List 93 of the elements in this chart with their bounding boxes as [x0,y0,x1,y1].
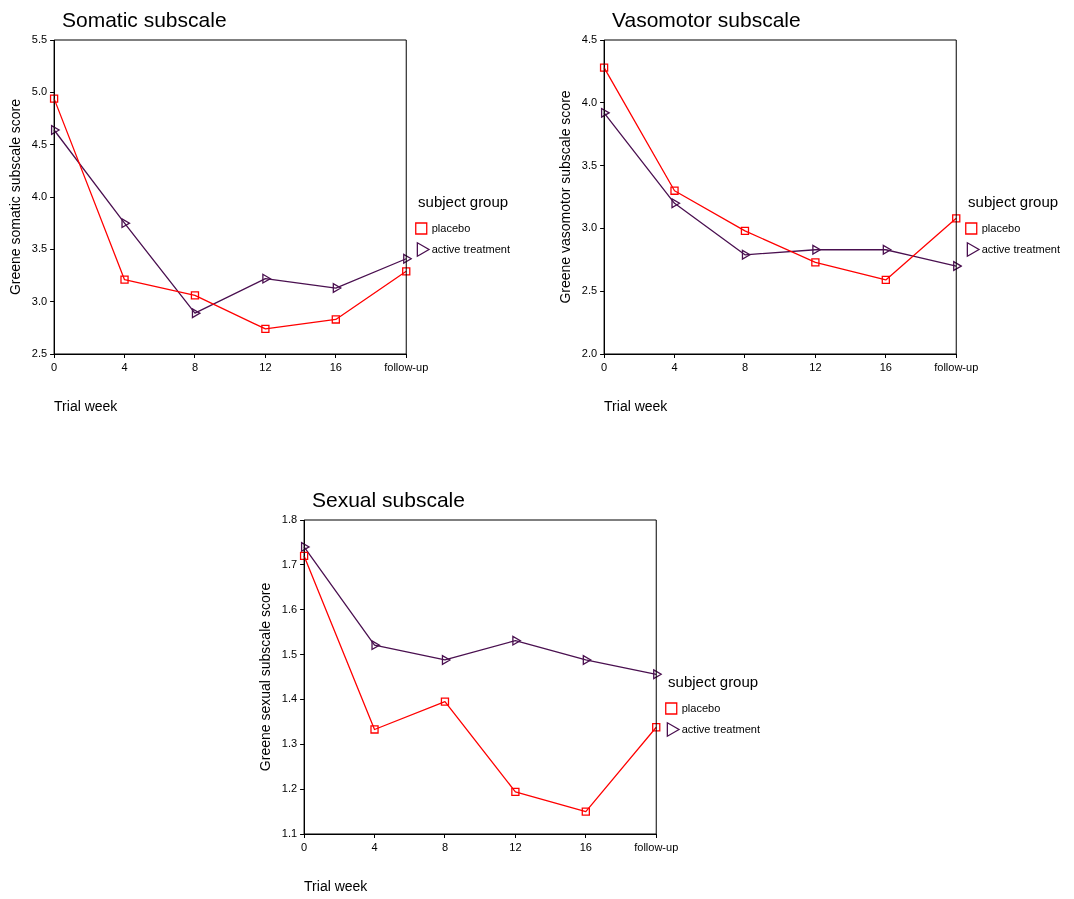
legend-title: subject group [668,672,759,690]
point [881,275,890,285]
x-axis-title: Trial week [304,878,369,895]
point [512,635,522,646]
chart-title: Vasomotor subscale [612,8,801,32]
point [262,273,272,284]
point [190,291,200,300]
point [652,723,661,732]
y-tick-label: 3.5 [581,158,598,171]
x-tick-label: 16 [329,360,342,373]
y-tick-label: 4.0 [581,95,598,108]
legend-label: active treatment [981,242,1061,255]
legend-title: subject group [968,192,1059,210]
point [599,63,609,72]
legend-label: placebo [431,221,471,234]
y-tick-label: 1.7 [281,557,298,570]
x-tick-label: 0 [301,840,308,853]
y-axis-title: Greene vasomotor subscale score [557,90,574,304]
point [332,283,342,294]
legend-label: placebo [681,701,721,714]
point [582,654,592,665]
legend-label: active treatment [681,722,761,735]
point [371,640,381,651]
point [952,214,961,223]
y-tick-label: 2.0 [581,347,598,360]
point [299,551,309,561]
point [261,324,270,334]
x-axis-title: Trial week [54,398,119,415]
point [812,244,822,255]
point [670,186,679,195]
y-tick-label: 3.0 [581,221,598,234]
point [403,253,412,264]
chart-title: Sexual subscale [312,488,465,512]
point [120,275,129,284]
y-axis-title: Greene somatic subscale score [7,98,24,296]
point [331,315,340,324]
point [440,697,450,706]
y-tick-label: 2.5 [581,284,598,297]
point [121,218,131,229]
point [581,807,590,816]
legend-label: placebo [981,221,1021,234]
y-tick-label: 4.5 [31,137,48,150]
point [882,244,892,255]
x-tick-label: 8 [741,360,749,373]
y-tick-label: 4.0 [31,190,48,203]
x-tick-label: 0 [51,360,58,373]
point [50,125,60,135]
x-tick-label: follow-up [384,360,429,373]
x-tick-label: 12 [259,360,272,373]
x-tick-label: follow-up [634,840,679,853]
y-tick-label: 1.8 [281,513,298,526]
x-tick-label: 8 [441,840,449,853]
point [671,198,681,209]
point [811,258,820,267]
point [49,94,59,103]
point [191,308,201,319]
y-axis-title: Greene sexual subscale score [257,582,274,772]
x-tick-label: 12 [809,360,822,373]
y-tick-label: 1.5 [281,647,298,660]
x-tick-label: 4 [371,840,378,853]
point [441,654,451,665]
legend-label: active treatment [431,242,511,255]
x-tick-label: 16 [879,360,892,373]
chart-title: Somatic subscale [62,8,227,32]
y-tick-label: 1.4 [281,692,298,705]
point [653,669,662,680]
x-tick-label: 8 [191,360,199,373]
y-tick-label: 5.0 [31,85,48,98]
x-tick-label: 16 [579,840,592,853]
x-tick-label: 4 [671,360,678,373]
point [402,267,411,276]
y-tick-label: 1.2 [281,782,298,795]
x-tick-label: 12 [509,840,522,853]
x-tick-label: 4 [121,360,128,373]
y-tick-label: 2.5 [31,347,48,360]
x-tick-label: follow-up [934,360,979,373]
y-tick-label: 5.5 [31,33,48,46]
point [511,787,520,797]
point [300,541,310,552]
point [953,261,962,272]
x-tick-label: 0 [601,360,608,373]
y-tick-label: 1.3 [281,737,298,750]
point [740,226,750,236]
y-tick-label: 4.5 [581,33,598,46]
point [600,107,610,118]
x-axis-title: Trial week [604,398,669,415]
point [370,725,379,734]
y-tick-label: 3.0 [31,294,48,307]
legend-title: subject group [418,192,509,210]
y-tick-label: 3.5 [31,242,48,255]
y-tick-label: 1.1 [281,827,298,840]
point [741,249,751,260]
y-tick-label: 1.6 [281,602,298,615]
